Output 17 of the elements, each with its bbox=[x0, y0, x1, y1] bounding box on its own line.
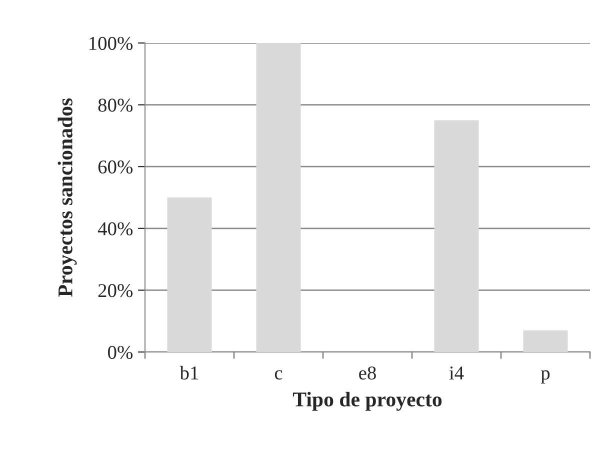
x-axis-title: Tipo de proyecto bbox=[292, 392, 442, 411]
x-tick-label: i4 bbox=[449, 366, 464, 380]
y-tick-label: 100% bbox=[90, 36, 133, 50]
y-tick-label: 80% bbox=[98, 98, 133, 112]
y-tick-label: 60% bbox=[98, 160, 133, 174]
bar bbox=[256, 43, 301, 352]
x-tick-label: b1 bbox=[180, 366, 198, 380]
bar bbox=[434, 120, 479, 352]
y-tick-label: 40% bbox=[98, 222, 133, 236]
y-tick-label: 20% bbox=[98, 284, 133, 298]
bar bbox=[167, 198, 212, 352]
x-tick-label: p bbox=[540, 370, 550, 384]
y-tick-label: 0% bbox=[108, 346, 133, 359]
x-tick-label: e8 bbox=[359, 366, 376, 380]
bar bbox=[523, 330, 568, 352]
y-axis-title: Proyectos sancionados bbox=[58, 98, 77, 297]
x-tick-label: c bbox=[274, 370, 282, 380]
